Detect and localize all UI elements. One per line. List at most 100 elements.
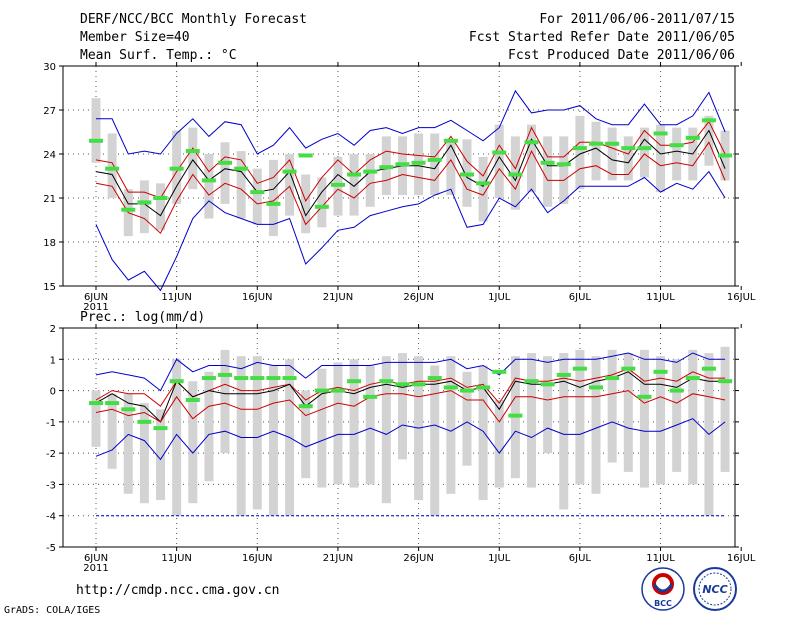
spread-box <box>543 136 553 207</box>
observed-marker <box>508 413 523 418</box>
source-url[interactable]: http://cmdp.ncc.cma.gov.cn <box>76 583 280 598</box>
x-tick-label: 16JUL <box>727 292 756 303</box>
series-max-line <box>96 89 726 155</box>
observed-marker <box>89 138 103 143</box>
spread-box <box>494 124 504 198</box>
observed-marker <box>347 172 362 177</box>
spread-box <box>252 168 262 225</box>
spread-box <box>381 356 391 504</box>
precip-panel-title: Prec.: log(mm/d) <box>80 310 206 325</box>
observed-marker <box>572 366 587 371</box>
series-min-line <box>95 170 726 292</box>
observed-marker <box>105 166 120 171</box>
observed-marker <box>701 118 716 123</box>
variable-label: Mean Surf. Temp.: °C <box>80 48 237 63</box>
forecast-started: Fcst Started Refer Date 2011/06/05 <box>468 30 735 45</box>
spread-box <box>672 359 682 472</box>
observed-marker <box>476 181 491 186</box>
series-mean-line <box>95 129 726 217</box>
observed-marker <box>234 166 249 171</box>
observed-marker <box>169 166 184 171</box>
observed-marker <box>669 388 684 393</box>
spread-box <box>430 365 440 516</box>
observed-marker <box>282 376 297 381</box>
observed-marker <box>621 146 636 151</box>
observed-marker <box>266 376 281 381</box>
x-tick-label: 6JUL <box>569 292 592 303</box>
x-tick-label: 16JUN <box>242 553 272 564</box>
spread-box <box>672 127 682 181</box>
observed-marker <box>556 162 571 167</box>
observed-marker <box>718 153 733 158</box>
y-tick-label: -5 <box>46 543 56 554</box>
observed-marker <box>524 140 539 145</box>
x-tick-label: 16JUN <box>242 292 272 303</box>
series-min-line <box>95 418 726 461</box>
observed-marker <box>718 379 733 384</box>
series-max-line <box>95 352 726 392</box>
y-tick-label: 30 <box>43 62 56 73</box>
observed-marker <box>508 172 523 177</box>
spread-box <box>397 353 407 460</box>
x-tick-label: 11JUN <box>161 553 191 564</box>
spread-box <box>527 353 537 488</box>
spread-box <box>462 371 472 466</box>
y-tick-label: -2 <box>46 449 56 460</box>
y-tick-label: 0 <box>50 387 56 398</box>
observed-marker <box>653 131 668 136</box>
observed-marker <box>347 379 362 384</box>
spread-box <box>591 356 601 494</box>
spread-box <box>639 127 649 178</box>
plot-frame <box>62 327 736 548</box>
spread-box <box>559 353 569 510</box>
member-size: Member Size=40 <box>80 30 190 45</box>
spread-box <box>301 390 311 479</box>
observed-marker <box>685 376 700 381</box>
spread-box <box>91 98 101 163</box>
series-upper_spread-line <box>95 120 726 202</box>
bcc-logo-icon: BCC <box>641 567 685 611</box>
spread-box <box>268 365 278 516</box>
observed-marker <box>121 407 136 412</box>
observed-marker <box>330 388 345 393</box>
observed-marker <box>589 141 604 146</box>
forecast-period: For 2011/06/06-2011/07/15 <box>539 12 735 27</box>
observed-marker <box>492 150 507 155</box>
observed-marker <box>459 388 474 393</box>
spread-box <box>607 349 617 463</box>
chart-title: DERF/NCC/BCC Monthly Forecast <box>80 12 307 27</box>
spread-box <box>688 349 698 485</box>
observed-marker <box>427 157 442 162</box>
spread-box <box>172 359 182 516</box>
observed-marker <box>379 165 394 170</box>
spread-box <box>559 136 569 204</box>
spread-box <box>365 365 375 485</box>
observed-marker <box>395 382 410 387</box>
observed-marker <box>572 146 587 151</box>
grads-credit: GrADS: COLA/IGES <box>4 605 101 616</box>
observed-marker <box>185 149 200 154</box>
observed-marker <box>524 379 539 384</box>
spread-box <box>623 136 633 181</box>
observed-marker <box>169 379 184 384</box>
x-tick-label: 6JUN <box>84 292 108 303</box>
spread-box <box>656 124 666 193</box>
spread-box <box>156 409 166 501</box>
observed-marker <box>185 397 200 402</box>
observed-marker <box>443 385 458 390</box>
observed-marker <box>137 200 152 205</box>
observed-marker <box>621 366 636 371</box>
spread-box <box>317 368 327 488</box>
observed-marker <box>218 372 233 377</box>
spread-box <box>204 154 214 219</box>
spread-box <box>107 133 117 198</box>
spread-box <box>349 154 359 216</box>
y-tick-label: 18 <box>43 238 56 249</box>
observed-marker <box>314 388 329 393</box>
spread-box <box>430 133 440 196</box>
spread-box <box>333 362 343 485</box>
x-tick-label: 21JUN <box>323 292 353 303</box>
spread-box <box>139 403 149 504</box>
spread-box <box>236 356 246 516</box>
